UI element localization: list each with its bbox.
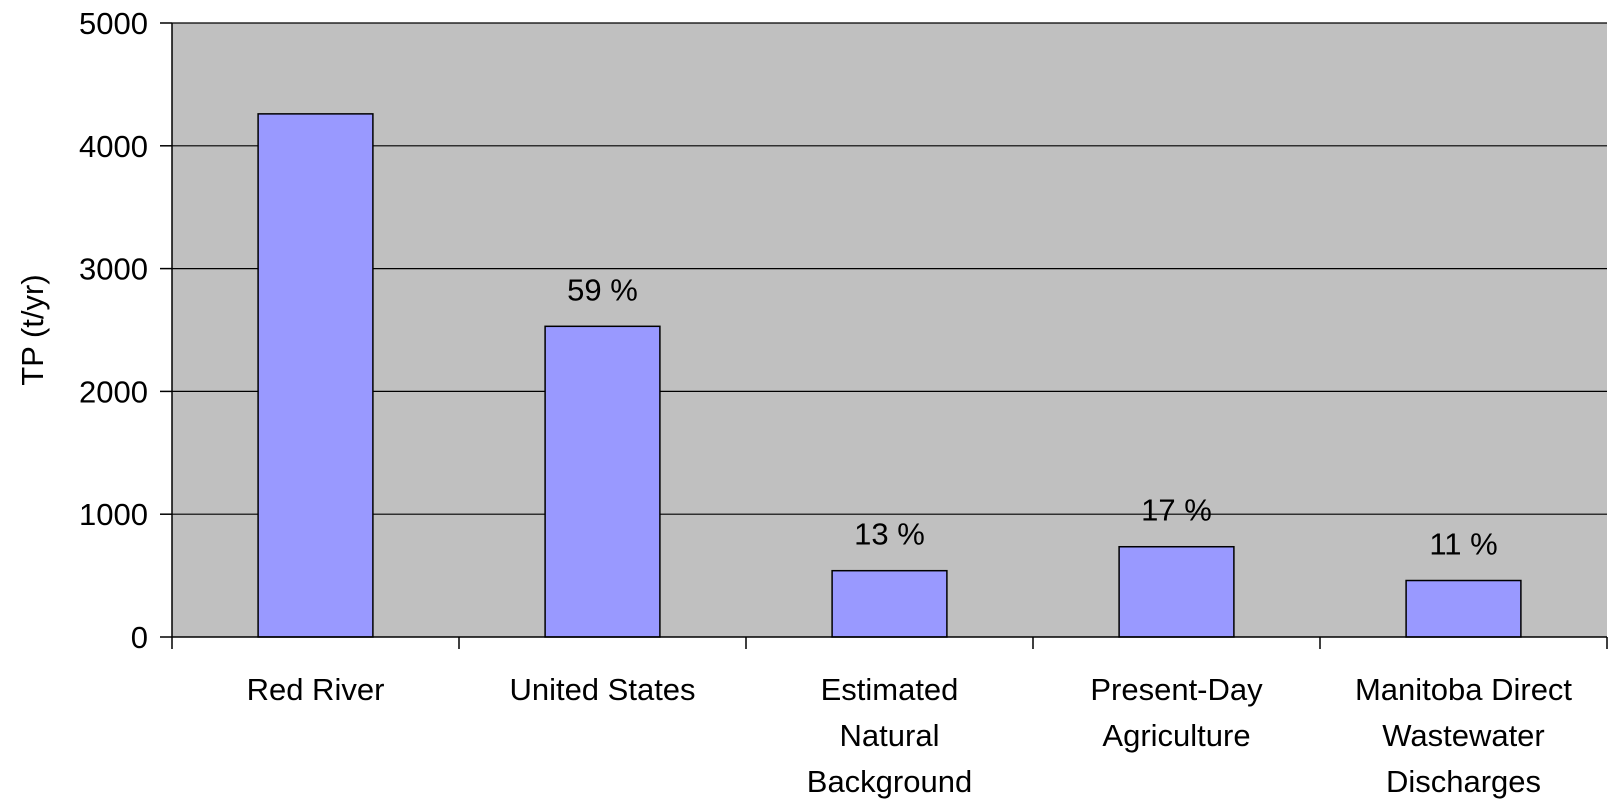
data-label: 13 %: [854, 517, 925, 552]
x-tick-label: Present-Day Agriculture: [1090, 672, 1263, 753]
x-tick-label: Red River: [247, 672, 385, 707]
bar: [544, 325, 661, 638]
x-tick-label-line: Discharges: [1386, 764, 1541, 799]
bar: [1405, 579, 1522, 638]
data-label: 59 %: [567, 272, 638, 307]
x-tick-label-line: Estimated: [821, 672, 959, 707]
x-tick-label-line: United States: [509, 672, 695, 707]
y-tick-label: 1000: [79, 497, 148, 532]
x-tick-label-line: Background: [807, 764, 972, 799]
y-tick-label: 3000: [79, 252, 148, 287]
bar: [1118, 545, 1235, 638]
x-axis-labels: Red River United States Estimated Natural Ba…: [247, 672, 1573, 799]
axes: [171, 23, 1608, 649]
bar: [257, 113, 374, 638]
x-tick-label: Estimated Natural Background: [807, 672, 972, 799]
x-tick-label-line: Natural: [840, 718, 940, 753]
bar: [831, 569, 948, 638]
x-tick-label-line: Agriculture: [1102, 718, 1250, 753]
x-tick-label: United States: [509, 672, 695, 707]
y-axis-ticks: 0 1000 2000 3000 4000 5000: [79, 6, 172, 655]
x-tick-label: Manitoba Direct Wastewater Discharges: [1355, 672, 1572, 799]
y-tick-label: 2000: [79, 374, 148, 409]
plot-area: [172, 23, 1607, 637]
data-label: 11 %: [1429, 527, 1497, 562]
bars: [257, 113, 1522, 638]
y-tick-label: 4000: [79, 129, 148, 164]
gridlines: [172, 22, 1607, 515]
x-tick-label-line: Manitoba Direct: [1355, 672, 1572, 707]
x-tick-label-line: Red River: [247, 672, 385, 707]
y-axis-title: TP (t/yr): [15, 274, 50, 385]
x-tick-label-line: Present-Day: [1090, 672, 1263, 707]
y-tick-label: 0: [131, 620, 148, 655]
y-tick-label: 5000: [79, 6, 148, 41]
data-label: 17 %: [1141, 493, 1212, 528]
x-tick-label-line: Wastewater: [1382, 718, 1545, 753]
data-labels: 59 % 13 % 17 % 11 %: [567, 272, 1498, 561]
